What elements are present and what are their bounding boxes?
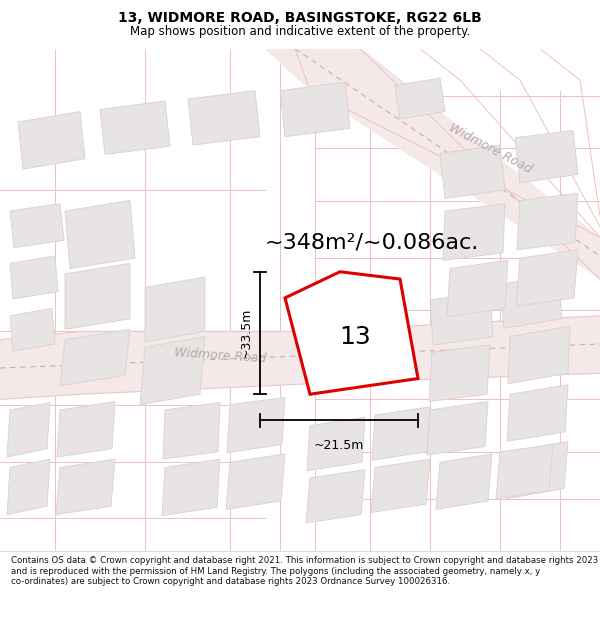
Polygon shape [188,91,260,145]
Polygon shape [395,78,445,119]
Polygon shape [427,401,488,455]
Text: Widmore Road: Widmore Road [173,346,266,365]
Polygon shape [516,250,578,306]
Polygon shape [440,145,505,199]
Polygon shape [307,418,365,471]
Text: Map shows position and indicative extent of the property.: Map shows position and indicative extent… [130,25,470,38]
Text: ~21.5m: ~21.5m [314,439,364,452]
Polygon shape [56,459,115,514]
Polygon shape [10,308,55,351]
Polygon shape [162,459,220,516]
Polygon shape [443,204,505,260]
Polygon shape [500,275,562,328]
Polygon shape [515,131,578,182]
Polygon shape [447,260,508,317]
Polygon shape [280,82,350,137]
Polygon shape [429,345,490,401]
Polygon shape [508,326,570,384]
Polygon shape [496,444,553,499]
Polygon shape [140,337,205,405]
Text: 13: 13 [339,324,371,349]
Polygon shape [306,469,365,523]
Polygon shape [7,402,50,457]
Polygon shape [10,256,58,299]
Polygon shape [10,204,64,248]
Polygon shape [226,454,285,509]
Text: ~348m²/~0.086ac.: ~348m²/~0.086ac. [265,233,479,253]
Polygon shape [517,193,578,250]
Polygon shape [0,316,600,399]
Polygon shape [436,454,492,509]
Polygon shape [430,292,493,345]
Text: 13, WIDMORE ROAD, BASINGSTOKE, RG22 6LB: 13, WIDMORE ROAD, BASINGSTOKE, RG22 6LB [118,11,482,25]
Polygon shape [57,401,115,457]
Polygon shape [372,407,430,460]
Polygon shape [145,277,205,342]
Polygon shape [163,402,220,459]
Polygon shape [507,385,568,441]
Polygon shape [65,263,130,329]
Polygon shape [371,459,430,512]
Polygon shape [7,459,50,514]
Text: Contains OS data © Crown copyright and database right 2021. This information is : Contains OS data © Crown copyright and d… [11,556,598,586]
Text: ~33.5m: ~33.5m [239,308,253,358]
Polygon shape [100,101,170,154]
Polygon shape [65,201,135,269]
Polygon shape [506,441,568,499]
Polygon shape [60,329,130,386]
Polygon shape [265,49,600,279]
Polygon shape [18,111,85,169]
Text: Widmore Road: Widmore Road [446,121,534,176]
Polygon shape [285,272,418,394]
Polygon shape [227,398,285,453]
